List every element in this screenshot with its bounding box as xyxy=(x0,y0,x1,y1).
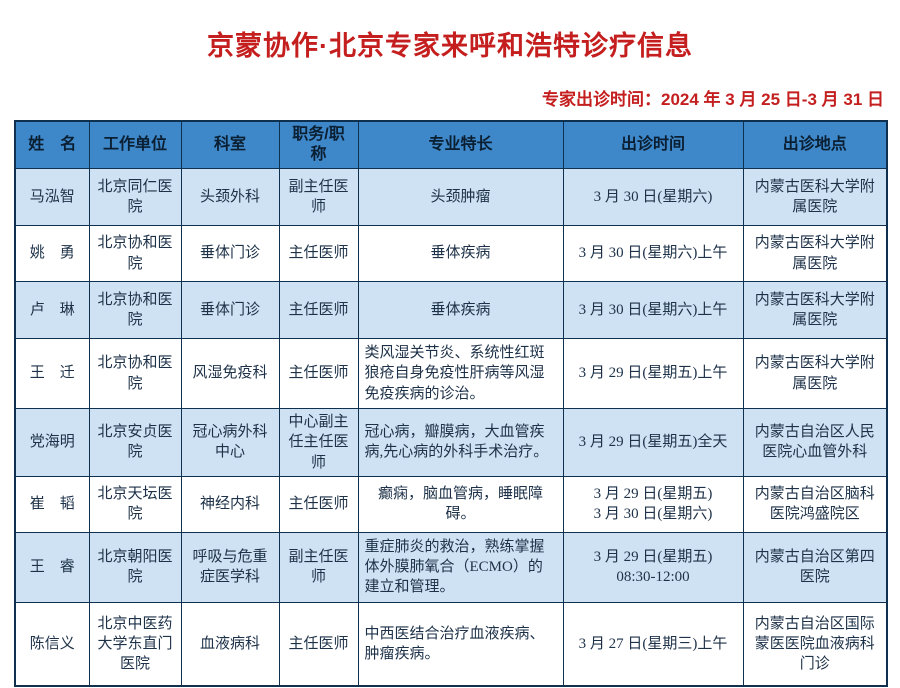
cell-expert-name: 马泓智 xyxy=(14,168,90,226)
cell-job-title: 主任医师 xyxy=(278,281,359,339)
cell-work-unit: 北京天坛医院 xyxy=(88,475,182,533)
col-header-specialty: 专业特长 xyxy=(357,120,564,169)
cell-job-title: 中心副主任主任医师 xyxy=(278,408,359,477)
cell-department: 风湿免疫科 xyxy=(180,338,280,409)
cell-visit-location: 内蒙古医科大学附属医院 xyxy=(742,168,888,226)
cell-department: 神经内科 xyxy=(180,475,280,533)
cell-work-unit: 北京中医药大学东直门医院 xyxy=(88,601,182,687)
cell-department: 头颈外科 xyxy=(180,168,280,226)
cell-specialty: 冠心病，瓣膜病，大血管疾病,先心病的外科手术治疗。 xyxy=(357,408,564,477)
cell-job-title: 主任医师 xyxy=(278,601,359,687)
table-row: 马泓智 北京同仁医院 头颈外科 副主任医师 头颈肿瘤 3 月 30 日(星期六)… xyxy=(14,168,888,226)
cell-department: 呼吸与危重症医学科 xyxy=(180,531,280,603)
cell-work-unit: 北京协和医院 xyxy=(88,338,182,409)
cell-expert-name: 姚 勇 xyxy=(14,225,90,282)
cell-visit-time: 3 月 29 日(星期五)上午 xyxy=(562,338,744,409)
col-header-visit-time: 出诊时间 xyxy=(562,120,744,169)
cell-visit-location: 内蒙古自治区人民医院心血管外科 xyxy=(742,408,888,477)
col-header-department: 科室 xyxy=(180,120,280,169)
col-header-name: 姓 名 xyxy=(14,120,90,169)
cell-department: 垂体门诊 xyxy=(180,281,280,339)
cell-job-title: 副主任医师 xyxy=(278,531,359,603)
table-row: 崔 韬 北京天坛医院 神经内科 主任医师 癫痫，脑血管病，睡眠障碍。 3 月 2… xyxy=(14,475,888,533)
cell-department: 血液病科 xyxy=(180,601,280,687)
cell-work-unit: 北京协和医院 xyxy=(88,281,182,339)
table-body: 马泓智 北京同仁医院 头颈外科 副主任医师 头颈肿瘤 3 月 30 日(星期六)… xyxy=(14,168,888,687)
cell-specialty: 垂体疾病 xyxy=(357,281,564,339)
cell-expert-name: 陈信义 xyxy=(14,601,90,687)
cell-work-unit: 北京同仁医院 xyxy=(88,168,182,226)
cell-visit-time: 3 月 30 日(星期六) xyxy=(562,168,744,226)
cell-visit-location: 内蒙古自治区第四医院 xyxy=(742,531,888,603)
col-header-work-unit: 工作单位 xyxy=(88,120,182,169)
cell-expert-name: 党海明 xyxy=(14,408,90,477)
cell-job-title: 主任医师 xyxy=(278,338,359,409)
cell-specialty: 垂体疾病 xyxy=(357,225,564,282)
cell-department: 垂体门诊 xyxy=(180,225,280,282)
cell-visit-time: 3 月 27 日(星期三)上午 xyxy=(562,601,744,687)
cell-visit-time: 3 月 30 日(星期六)上午 xyxy=(562,281,744,339)
cell-job-title: 主任医师 xyxy=(278,225,359,282)
table-row: 王 睿 北京朝阳医院 呼吸与危重症医学科 副主任医师 重症肺炎的救治，熟练掌握体… xyxy=(14,531,888,603)
cell-department: 冠心病外科中心 xyxy=(180,408,280,477)
cell-visit-time: 3 月 29 日(星期五) 08:30-12:00 xyxy=(562,531,744,603)
table-row: 姚 勇 北京协和医院 垂体门诊 主任医师 垂体疾病 3 月 30 日(星期六)上… xyxy=(14,225,888,282)
cell-job-title: 副主任医师 xyxy=(278,168,359,226)
cell-work-unit: 北京朝阳医院 xyxy=(88,531,182,603)
cell-specialty: 中西医结合治疗血液疾病、肿瘤疾病。 xyxy=(357,601,564,687)
cell-work-unit: 北京协和医院 xyxy=(88,225,182,282)
table-header: 姓 名 工作单位 科室 职务/职称 专业特长 出诊时间 出诊地点 xyxy=(14,120,888,169)
cell-visit-location: 内蒙古自治区国际蒙医医院血液病科门诊 xyxy=(742,601,888,687)
col-header-visit-location: 出诊地点 xyxy=(742,120,888,169)
cell-expert-name: 崔 韬 xyxy=(14,475,90,533)
cell-visit-time: 3 月 29 日(星期五)全天 xyxy=(562,408,744,477)
table-row: 王 迁 北京协和医院 风湿免疫科 主任医师 类风湿关节炎、系统性红斑狼疮自身免疫… xyxy=(14,338,888,409)
cell-visit-time: 3 月 30 日(星期六)上午 xyxy=(562,225,744,282)
cell-visit-location: 内蒙古医科大学附属医院 xyxy=(742,338,888,409)
cell-visit-location: 内蒙古自治区脑科医院鸿盛院区 xyxy=(742,475,888,533)
header-row: 姓 名 工作单位 科室 职务/职称 专业特长 出诊时间 出诊地点 xyxy=(14,120,888,169)
table-row: 卢 琳 北京协和医院 垂体门诊 主任医师 垂体疾病 3 月 30 日(星期六)上… xyxy=(14,281,888,339)
cell-expert-name: 王 睿 xyxy=(14,531,90,603)
cell-specialty: 头颈肿瘤 xyxy=(357,168,564,226)
cell-work-unit: 北京安贞医院 xyxy=(88,408,182,477)
col-header-job-title: 职务/职称 xyxy=(278,120,359,169)
cell-expert-name: 卢 琳 xyxy=(14,281,90,339)
cell-visit-time: 3 月 29 日(星期五) 3 月 30 日(星期六) xyxy=(562,475,744,533)
table-row: 党海明 北京安贞医院 冠心病外科中心 中心副主任主任医师 冠心病，瓣膜病，大血管… xyxy=(14,408,888,477)
experts-table: 姓 名 工作单位 科室 职务/职称 专业特长 出诊时间 出诊地点 马泓智 北京同… xyxy=(14,120,888,688)
schedule-period: 专家出诊时间：2024 年 3 月 25 日-3 月 31 日 xyxy=(542,90,884,109)
cell-visit-location: 内蒙古医科大学附属医院 xyxy=(742,281,888,339)
page-title: 京蒙协作·北京专家来呼和浩特诊疗信息 xyxy=(207,31,693,61)
cell-specialty: 重症肺炎的救治，熟练掌握体外膜肺氧合（ECMO）的建立和管理。 xyxy=(357,531,564,603)
table-row: 陈信义 北京中医药大学东直门医院 血液病科 主任医师 中西医结合治疗血液疾病、肿… xyxy=(14,601,888,687)
cell-specialty: 类风湿关节炎、系统性红斑狼疮自身免疫性肝病等风湿免疫疾病的诊治。 xyxy=(357,338,564,409)
cell-visit-location: 内蒙古医科大学附属医院 xyxy=(742,225,888,282)
cell-job-title: 主任医师 xyxy=(278,475,359,533)
cell-expert-name: 王 迁 xyxy=(14,338,90,409)
cell-specialty: 癫痫，脑血管病，睡眠障碍。 xyxy=(357,475,564,533)
